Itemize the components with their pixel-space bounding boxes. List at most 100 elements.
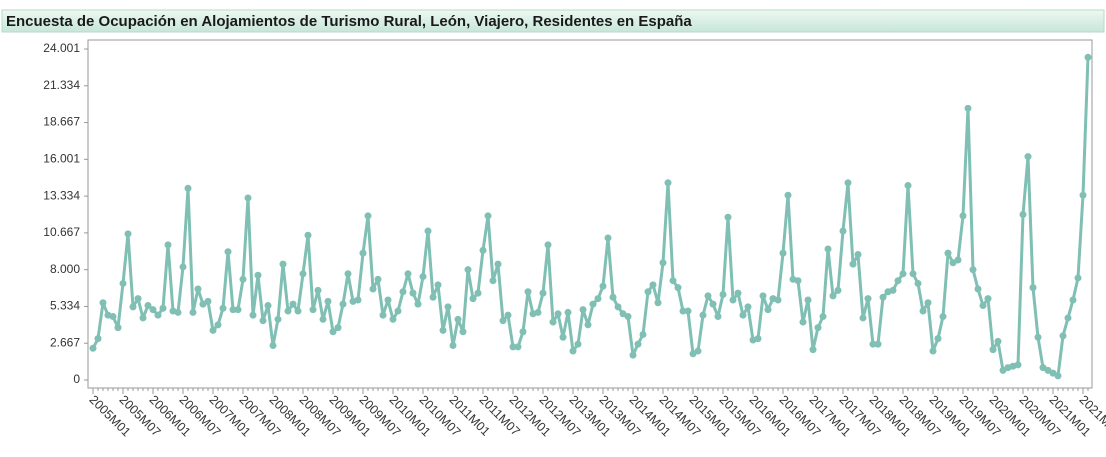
point [314, 286, 322, 294]
point [934, 335, 942, 343]
point [174, 308, 182, 316]
point [784, 191, 792, 199]
point [1059, 332, 1067, 340]
point [124, 230, 132, 238]
point [214, 321, 222, 329]
point [929, 347, 937, 355]
point [304, 231, 312, 239]
point [224, 248, 232, 256]
point [944, 249, 952, 257]
point [589, 300, 597, 308]
point [264, 302, 272, 310]
point [414, 300, 422, 308]
point [404, 270, 412, 278]
point [799, 318, 807, 326]
point [1079, 191, 1087, 199]
y-tick-label: 0 [73, 372, 80, 386]
point [1074, 274, 1082, 282]
point [869, 340, 877, 348]
point [544, 241, 552, 249]
point [604, 234, 612, 242]
point [729, 296, 737, 304]
point [644, 288, 652, 296]
point [854, 251, 862, 259]
point [984, 295, 992, 303]
point [1034, 333, 1042, 341]
point [549, 318, 557, 326]
point [519, 328, 527, 336]
point [319, 315, 327, 323]
point [159, 304, 167, 312]
point [1069, 296, 1077, 304]
point [629, 351, 637, 359]
point [764, 306, 772, 314]
point [839, 227, 847, 235]
point [824, 245, 832, 253]
point [119, 279, 127, 287]
point [804, 296, 812, 304]
point [399, 288, 407, 296]
point [279, 260, 287, 268]
point [504, 311, 512, 319]
point [324, 297, 332, 305]
point [209, 326, 217, 334]
y-tick-label: 21.334 [43, 78, 80, 92]
point [994, 337, 1002, 345]
point [229, 306, 237, 314]
point [1014, 361, 1022, 369]
point [669, 277, 677, 285]
point [99, 299, 107, 307]
point [639, 330, 647, 338]
point [144, 302, 152, 310]
y-tick-label: 2.667 [50, 335, 80, 349]
point [779, 249, 787, 257]
point [114, 324, 122, 332]
point [554, 310, 562, 318]
point [429, 293, 437, 301]
point [494, 260, 502, 268]
point [129, 303, 137, 311]
point [829, 292, 837, 300]
point [254, 271, 262, 279]
point [654, 299, 662, 307]
point [139, 314, 147, 322]
point [834, 286, 842, 294]
point [584, 321, 592, 329]
point [539, 289, 547, 297]
y-tick-label: 8.000 [50, 262, 80, 276]
point [609, 293, 617, 301]
point [564, 308, 572, 316]
point [244, 194, 252, 202]
point [164, 241, 172, 249]
point [739, 311, 747, 319]
point [369, 285, 377, 293]
point [449, 342, 457, 350]
point [459, 328, 467, 336]
point [299, 270, 307, 278]
point [714, 313, 722, 321]
point [709, 300, 717, 308]
point [384, 296, 392, 304]
point [684, 307, 692, 315]
point [339, 300, 347, 308]
point [614, 303, 622, 311]
point [419, 273, 427, 281]
point [979, 302, 987, 310]
point [939, 313, 947, 321]
point [794, 277, 802, 285]
point [389, 315, 397, 323]
point [924, 299, 932, 307]
point [814, 324, 822, 332]
point [859, 314, 867, 322]
point [754, 335, 762, 343]
point [659, 259, 667, 267]
point [184, 184, 192, 192]
point [234, 306, 242, 314]
chart-title: Encuesta de Ocupación en Alojamientos de… [6, 13, 692, 30]
point [149, 306, 157, 314]
point [489, 277, 497, 285]
point [534, 308, 542, 316]
point [514, 343, 522, 351]
point [274, 315, 282, 323]
